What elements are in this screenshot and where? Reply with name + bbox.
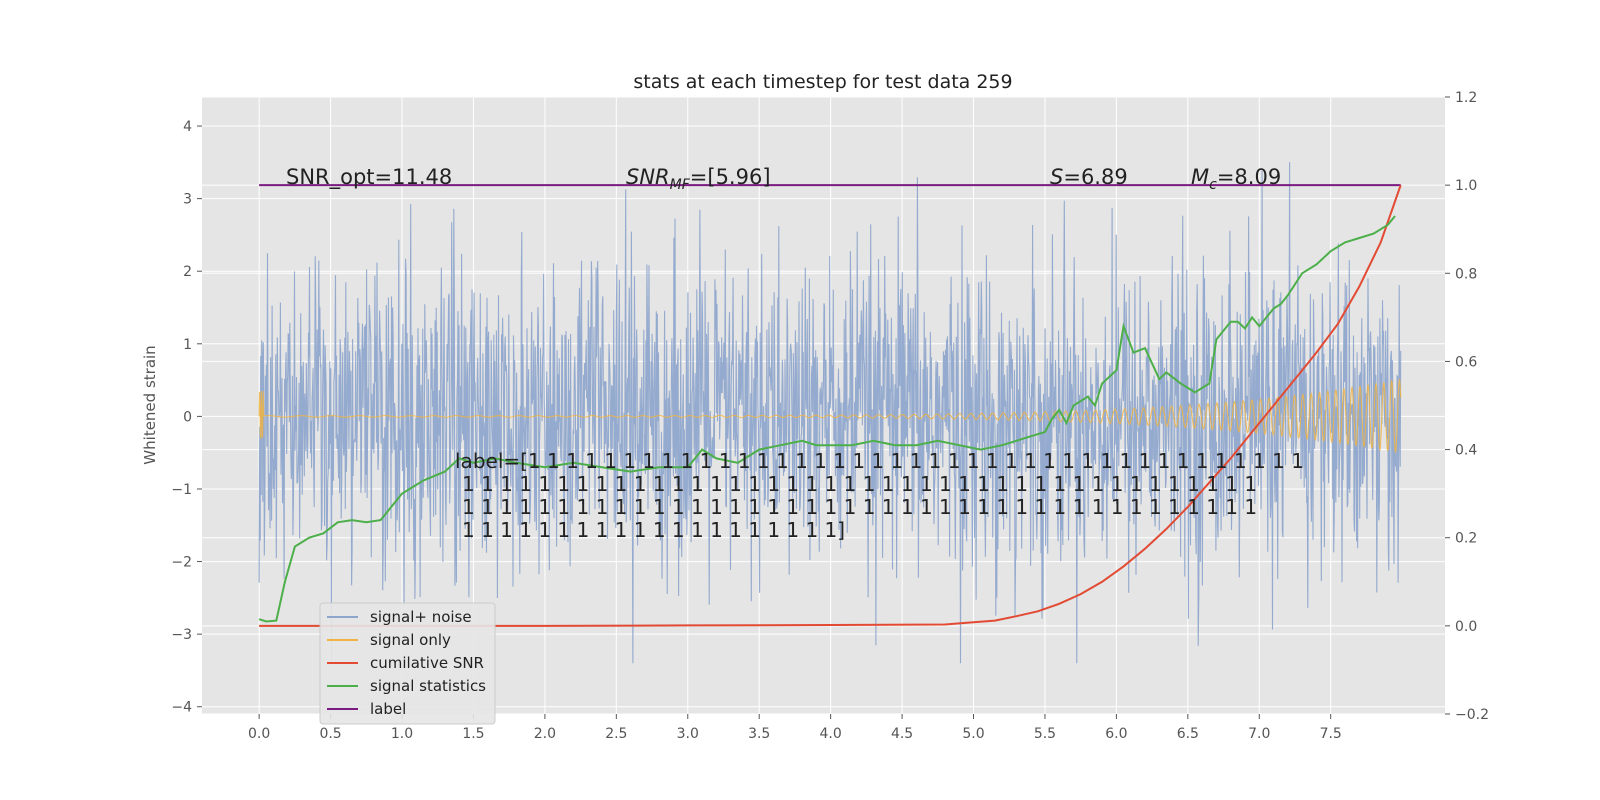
y-tick-label: 3 (183, 192, 192, 208)
x-tick-label: 0.5 (319, 726, 341, 742)
x-tick-label: 6.5 (1177, 726, 1199, 742)
legend-label-cumsnr: cumilative SNR (370, 654, 484, 672)
x-tick-label: 4.0 (820, 726, 842, 742)
chart-title: stats at each timestep for test data 259 (633, 71, 1012, 93)
y-tick-label: 2 (183, 264, 192, 280)
y2-tick-label: 1.2 (1455, 90, 1477, 106)
y-tick-label: 0 (183, 409, 192, 425)
metrics-annotations: SNR_opt=11.48 SNRMF=[5.96] S=6.89 Mc=8.0… (286, 165, 1281, 193)
x-tick-label: 3.0 (677, 726, 699, 742)
x-tick-label: 4.5 (891, 726, 913, 742)
legend-label-stats: signal statistics (370, 677, 486, 695)
legend-label-label: label (370, 700, 406, 718)
x-tick-label: 1.0 (391, 726, 413, 742)
y-tick-label: −4 (171, 700, 192, 716)
signal-only-line (258, 378, 1402, 454)
x-tick-label: 7.0 (1248, 726, 1270, 742)
legend-label-noise: signal+ noise (370, 608, 472, 626)
y-tick-label: 4 (183, 119, 192, 135)
y2-tick-label: 0.4 (1455, 443, 1477, 459)
statistics-series (258, 184, 1402, 627)
x-tick-label: 2.0 (534, 726, 556, 742)
x-tick-label: 7.5 (1320, 726, 1342, 742)
snr-opt-annotation: SNR_opt=11.48 (286, 165, 452, 190)
legend-box (319, 602, 496, 725)
y2-tick-label: 0.2 (1455, 531, 1477, 547)
label-line-4: 1 1 1 1 1 1 1 1 1 1 1 1 1 1 1 1 1 1 1 1] (462, 518, 845, 542)
x-tick-label: 3.5 (748, 726, 770, 742)
axis-ticks: 0.0 0.5 1.0 1.5 2.0 2.5 3.0 3.5 4.0 4.5 5.0 5.5 6.0 6… (171, 90, 1489, 742)
label-line-2: 1 1 1 1 1 1 1 1 1 1 1 1 1 1 1 1 1 1 1 1 … (462, 472, 1257, 496)
x-tick-label: 5.0 (962, 726, 984, 742)
y2-tick-label: 0.6 (1455, 354, 1477, 370)
noise-line (258, 162, 1402, 664)
y-tick-label: 1 (183, 337, 192, 353)
y-tick-label: −2 (171, 555, 192, 571)
y2-tick-label: −0.2 (1455, 707, 1489, 723)
legend: signal+ noise signal only cumilative SNR… (319, 602, 496, 725)
label-annotation: label=[1 1 1 1 1 1 1 1 1 1 1 1 1 1 1 1 1… (455, 449, 1304, 542)
y-tick-label: −1 (171, 482, 192, 498)
y-axis-label: Whitened strain (141, 345, 159, 464)
y2-tick-label: 0.0 (1455, 619, 1477, 635)
signal-statistics-line (258, 215, 1396, 623)
legend-label-signal: signal only (370, 631, 451, 649)
noise-series (258, 162, 1402, 664)
x-tick-label: 0.0 (248, 726, 270, 742)
cumulative-snr-line (259, 184, 1402, 627)
s-annotation: S=6.89 (1050, 165, 1128, 189)
x-tick-label: 6.0 (1105, 726, 1127, 742)
y2-tick-label: 1.0 (1455, 178, 1477, 194)
x-tick-label: 5.5 (1034, 726, 1056, 742)
y2-tick-label: 0.8 (1455, 266, 1477, 282)
mc-annotation: Mc=8.09 (1191, 165, 1281, 193)
y-tick-label: −3 (171, 627, 192, 643)
signal-only-series (258, 378, 1402, 454)
x-tick-label: 1.5 (462, 726, 484, 742)
snr-mf-annotation: SNRMF=[5.96] (626, 165, 771, 193)
label-line-3: 1 1 1 1 1 1 1 1 1 1 1 1 1 1 1 1 1 1 1 1 … (462, 495, 1257, 519)
x-tick-label: 2.5 (605, 726, 627, 742)
label-line-1: label=[1 1 1 1 1 1 1 1 1 1 1 1 1 1 1 1 1… (455, 449, 1304, 473)
